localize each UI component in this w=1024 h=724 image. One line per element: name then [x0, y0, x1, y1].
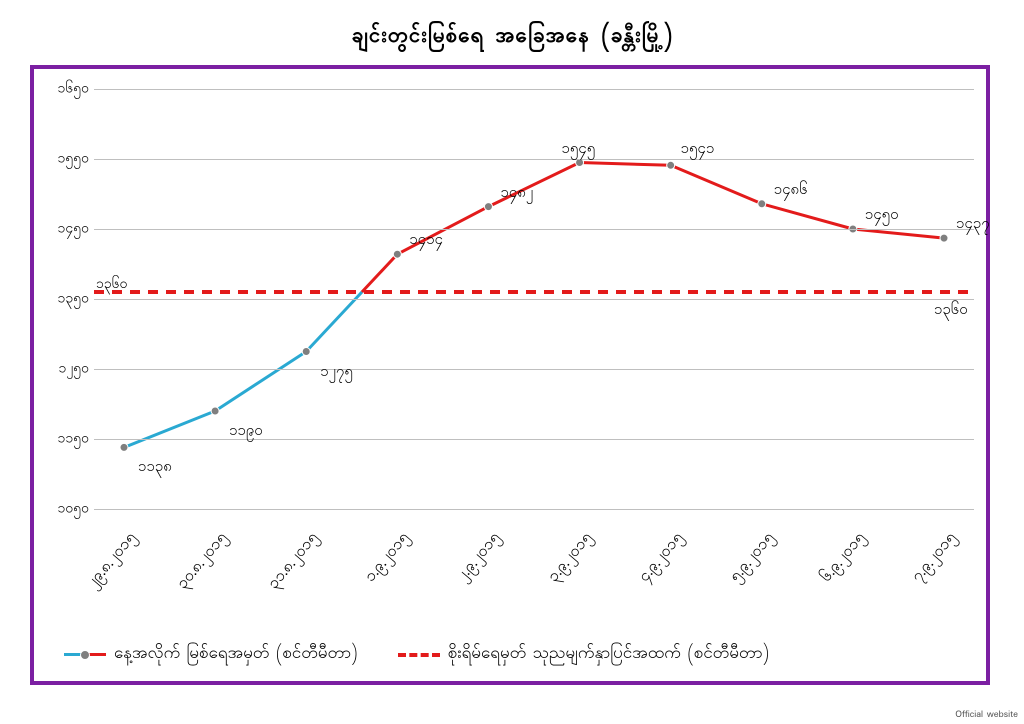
legend: နေ့အလိုက် မြစ်ရေအမှတ် (စင်တီမီတာ) စိုးရိ… — [64, 642, 964, 667]
credit-text: Official website — [955, 707, 1018, 722]
x-tick-label: ၄.၉.၂၀၁၅ — [633, 527, 689, 588]
x-tick-label: ၂၉.၈.၂၀၁၅ — [81, 527, 143, 594]
x-tick-label: ၁.၉.၂၀၁၅ — [359, 527, 415, 588]
x-tick-label: ၃၁.၈.၂၀၁၅ — [262, 527, 324, 595]
x-tick-label: ၃.၉.၂၀၁၅ — [542, 527, 598, 588]
y-tick-label: ၁၄၅၀ — [39, 219, 89, 240]
data-label: ၁၄၁၄ — [409, 230, 443, 252]
grid-line — [94, 299, 974, 300]
legend-swatch-series — [64, 653, 106, 656]
data-label: ၁၅၄၁ — [681, 139, 715, 161]
x-tick-label: ၂.၉.၂၀၁၅ — [451, 527, 507, 587]
grid-line — [94, 369, 974, 370]
y-tick-label: ၁၂၅၀ — [39, 359, 89, 380]
data-label: ၁၄၈၂ — [500, 183, 533, 205]
plot-area: ၁၀၅၀၁၁၅၀၁၂၅၀၁၃၅၀၁၄၅၀၁၅၅၀၁၆၅၀၁၃၆၀၁၃၆၀၁၁၃၈… — [94, 89, 974, 509]
reference-label-left: ၁၃၆၀ — [96, 274, 128, 295]
data-label: ၁၄၅၀ — [865, 205, 899, 227]
grid-line — [94, 159, 974, 160]
x-tick-label: ၇.၉.၂၀၁၅ — [906, 527, 962, 588]
data-label: ၁၅၄၅ — [562, 139, 596, 161]
data-label: ၁၄၈၆ — [774, 180, 808, 202]
data-label: ၁၁၃၈ — [138, 457, 172, 479]
y-tick-label: ၁၅၅၀ — [39, 149, 89, 170]
data-label: ၁၄၃၇ — [956, 214, 990, 236]
legend-item-series: နေ့အလိုက် မြစ်ရေအမှတ် (စင်တီမီတာ) — [64, 642, 358, 667]
chart-title: ချင်းတွင်းမြစ်ရေ အခြေအနေ (ခန္တီးမြို့) — [30, 20, 994, 53]
y-tick-label: ၁၆၅၀ — [39, 79, 89, 100]
x-tick-label: ၆.၉.၂၀၁၅ — [815, 527, 871, 588]
x-tick-label: ၃၀.၈.၂၀၁၅ — [171, 527, 233, 595]
data-label: ၁၁၉၀ — [229, 421, 263, 443]
legend-label-ref: စိုးရိမ်ရေမှတ် သုညမျက်နှာပြင်အထက် (စင်တီ… — [448, 642, 769, 667]
grid-line — [94, 89, 974, 90]
x-axis-ticks: ၂၉.၈.၂၀၁၅၃၀.၈.၂၀၁၅၃၁.၈.၂၀၁၅၁.၉.၂၀၁၅၂.၉.၂… — [94, 519, 974, 639]
chart-panel: ၁၀၅၀၁၁၅၀၁၂၅၀၁၃၅၀၁၄၅၀၁၅၅၀၁၆၅၀၁၃၆၀၁၃၆၀၁၁၃၈… — [30, 65, 990, 685]
reference-label-right: ၁၃၆၀ — [934, 300, 968, 322]
data-label: ၁၂၇၅ — [320, 362, 353, 384]
grid-line — [94, 439, 974, 440]
legend-swatch-ref — [398, 653, 440, 657]
legend-label-series: နေ့အလိုက် မြစ်ရေအမှတ် (စင်တီမီတာ) — [114, 642, 358, 667]
y-tick-label: ၁၃၅၀ — [39, 289, 89, 310]
legend-item-ref: စိုးရိမ်ရေမှတ် သုညမျက်နှာပြင်အထက် (စင်တီ… — [398, 642, 769, 667]
x-tick-label: ၅.၉.၂၀၁၅ — [724, 527, 780, 588]
grid-line — [94, 509, 974, 510]
y-tick-label: ၁၀၅၀ — [39, 499, 89, 520]
grid-line — [94, 229, 974, 230]
y-tick-label: ၁၁၅၀ — [39, 429, 89, 450]
